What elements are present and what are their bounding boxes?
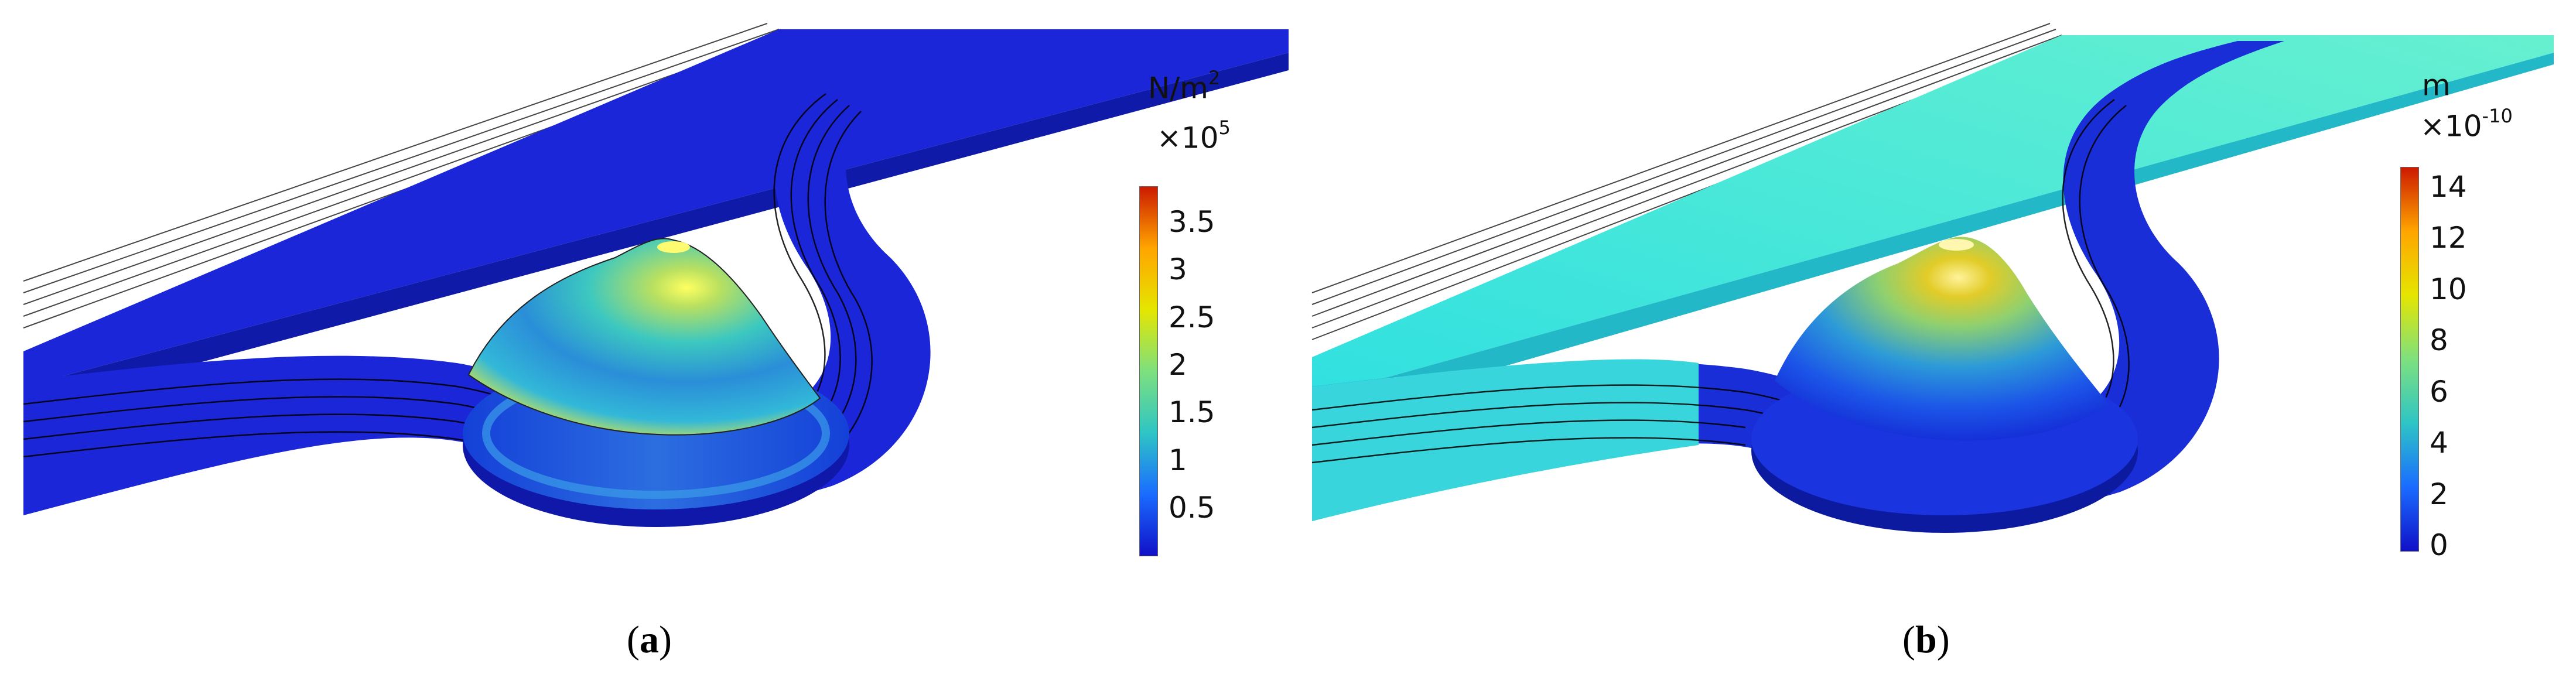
colorbar-tick-label: 2 [1169, 348, 1187, 382]
upper-strip [1312, 35, 2554, 398]
colorbar-b [2400, 167, 2419, 552]
colorbar-unit-label: N/m2 [1148, 67, 1221, 105]
colorbar-tick-label: 2 [2430, 477, 2448, 511]
colorbar-tick-label: 12 [2430, 221, 2467, 255]
colorbar-unit-label: m [2422, 68, 2451, 102]
colorbar-tick-label: 1 [1169, 443, 1187, 477]
deformed-dome [1775, 237, 2109, 441]
colorbar-tick-label: 3.5 [1169, 205, 1215, 239]
caption-b: (b) [1902, 618, 1950, 661]
colorbar-tick-label: 0 [2430, 528, 2448, 562]
colorbar-scale-label: ×10-10 [2420, 105, 2513, 143]
panel-a-stress: N/m2 ×105 3.5 3 2.5 2 1.5 1 0.5 (a) [23, 23, 1289, 661]
colorbar-tick-label: 4 [2430, 426, 2448, 460]
colorbar-tick-label: 6 [2430, 374, 2448, 409]
upper-strip [23, 29, 1289, 386]
colorbar-tick-label: 14 [2430, 170, 2467, 204]
colorbar-tick-label: 10 [2430, 272, 2467, 306]
stress-plot-3d [23, 23, 1289, 527]
caption-a: (a) [627, 618, 672, 661]
panel-b-displacement: m ×10-10 14 12 10 8 6 4 2 0 (b) [1289, 0, 2576, 698]
colorbar-tick-label: 2.5 [1169, 300, 1215, 334]
colorbar-tick-label: 8 [2430, 323, 2448, 358]
deformed-dome [467, 238, 821, 436]
displacement-plot-3d [1311, 23, 2554, 533]
colorbar-scale-label: ×105 [1157, 117, 1231, 155]
colorbar-a [1139, 186, 1158, 556]
colorbar-tick-label: 1.5 [1169, 395, 1215, 430]
colorbar-tick-label: 0.5 [1169, 491, 1215, 525]
serpentine-strip [23, 35, 996, 515]
colorbar-tick-label: 3 [1169, 252, 1187, 287]
